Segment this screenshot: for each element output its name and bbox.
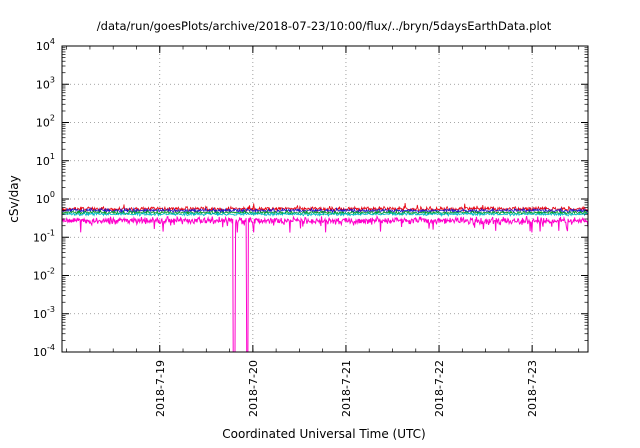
x-tick-label: 2018-7-21	[340, 360, 353, 417]
data-series	[62, 203, 588, 352]
grid-lines	[62, 45, 588, 353]
x-tick-label: 2018-7-20	[247, 360, 260, 417]
y-tick-label: 10-4	[33, 343, 55, 359]
chart-title: /data/run/goesPlots/archive/2018-07-23/1…	[97, 19, 552, 33]
axis-ticks	[62, 45, 588, 353]
x-tick-label: 2018-7-23	[526, 360, 539, 417]
y-tick-label: 10-3	[33, 305, 55, 321]
series-cyan	[62, 211, 588, 218]
y-tick-labels: 104 103 102 101 100 10-1 10-2 10-3 10-4	[33, 37, 55, 359]
x-tick-label: 2018-7-22	[433, 360, 446, 417]
y-axis-label: cSv/day	[7, 175, 21, 222]
y-tick-label: 102	[36, 114, 55, 130]
series-blue	[62, 206, 588, 215]
series-magenta	[62, 214, 588, 352]
x-axis-label: Coordinated Universal Time (UTC)	[222, 427, 425, 441]
x-tick-labels: 2018-7-19 2018-7-20 2018-7-21 2018-7-22 2018…	[154, 360, 539, 417]
y-tick-label: 10-1	[33, 228, 55, 244]
y-tick-label: 101	[36, 152, 55, 168]
y-tick-label: 10-2	[33, 267, 55, 283]
y-tick-label: 100	[36, 190, 55, 206]
y-tick-label: 103	[36, 75, 55, 91]
x-tick-label: 2018-7-19	[154, 360, 167, 417]
plot-border	[61, 45, 589, 353]
series-green	[62, 209, 588, 217]
y-tick-label: 104	[36, 37, 55, 53]
